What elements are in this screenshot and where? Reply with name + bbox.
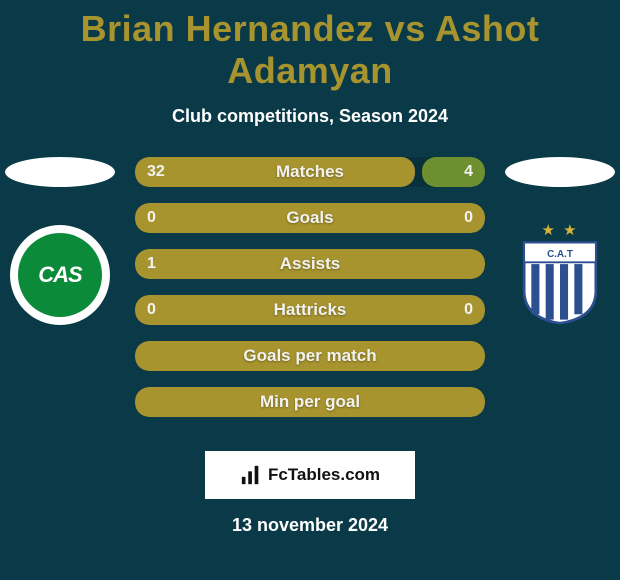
stat-label: Matches bbox=[135, 157, 485, 187]
stat-value-left: 1 bbox=[147, 249, 156, 279]
brand-badge: FcTables.com bbox=[205, 451, 415, 499]
stat-value-left: 0 bbox=[147, 295, 156, 325]
club-badge-left: CAS bbox=[10, 225, 110, 325]
stat-label: Goals bbox=[135, 203, 485, 233]
stat-row: Matches32 4 bbox=[135, 157, 485, 187]
stat-row: Goals per match bbox=[135, 341, 485, 371]
stat-value-right: 0 bbox=[464, 295, 473, 325]
page-title: Brian Hernandez vs Ashot Adamyan bbox=[0, 0, 620, 92]
club-badge-right: ★ ★ C.A.T bbox=[510, 225, 610, 325]
stat-bars: Matches324Goals00Assists1Hattricks00Goal… bbox=[135, 157, 485, 433]
stat-label: Assists bbox=[135, 249, 485, 279]
stat-label: Hattricks bbox=[135, 295, 485, 325]
player-left-column: CAS bbox=[0, 157, 120, 325]
stat-row: Hattricks0 0 bbox=[135, 295, 485, 325]
shield-icon: C.A.T bbox=[516, 239, 604, 325]
date-text: 13 november 2024 bbox=[0, 515, 620, 536]
stat-value-left: 32 bbox=[147, 157, 165, 187]
player-left-avatar-placeholder bbox=[5, 157, 115, 187]
player-right-column: ★ ★ C.A.T bbox=[500, 157, 620, 325]
chart-icon bbox=[240, 464, 262, 486]
player-right-avatar-placeholder bbox=[505, 157, 615, 187]
stat-label: Min per goal bbox=[135, 387, 485, 417]
club-badge-left-initials: CAS bbox=[18, 233, 102, 317]
subtitle: Club competitions, Season 2024 bbox=[0, 106, 620, 127]
brand-text: FcTables.com bbox=[268, 465, 380, 485]
stat-label: Goals per match bbox=[135, 341, 485, 371]
comparison-area: CAS ★ ★ C.A.T Matches324Goals00Assists1H… bbox=[0, 157, 620, 437]
stat-row: Goals0 0 bbox=[135, 203, 485, 233]
star-icon: ★ ★ bbox=[541, 221, 578, 239]
stat-row: Min per goal bbox=[135, 387, 485, 417]
stat-row: Assists1 bbox=[135, 249, 485, 279]
club-badge-right-initials: C.A.T bbox=[547, 249, 573, 260]
stat-value-right: 0 bbox=[464, 203, 473, 233]
stat-value-left: 0 bbox=[147, 203, 156, 233]
stat-value-right: 4 bbox=[464, 157, 473, 187]
